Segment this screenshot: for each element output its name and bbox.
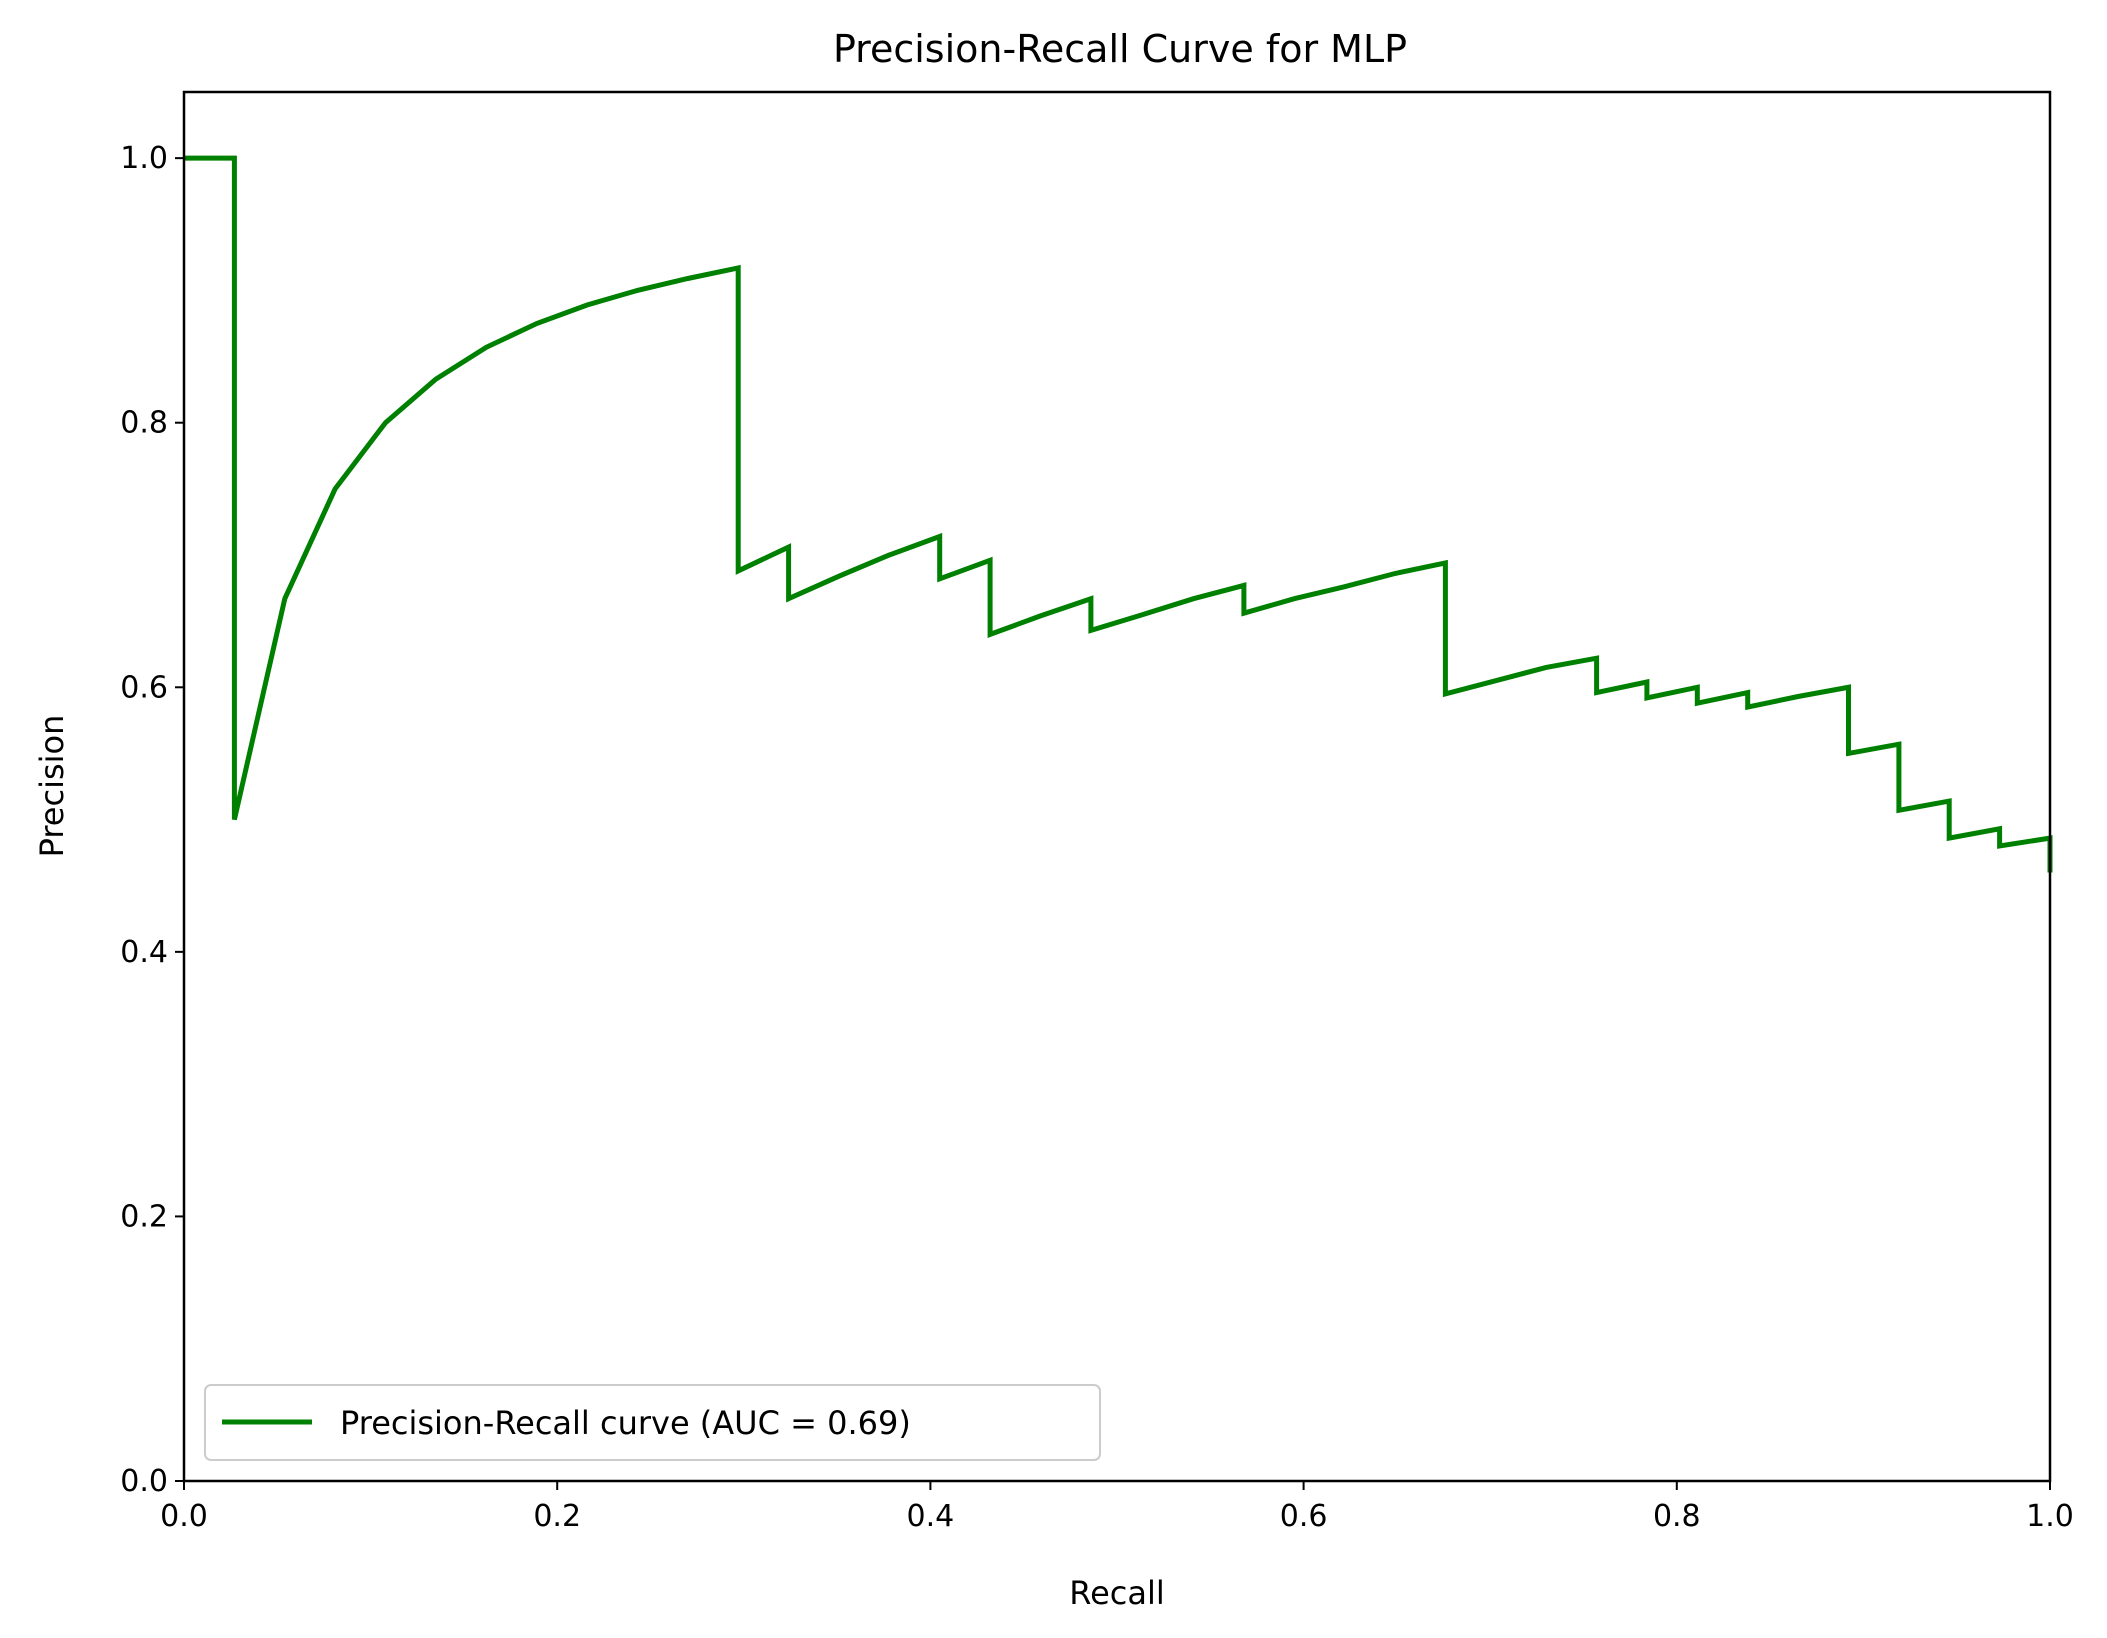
y-axis-ticks: 0.0 0.2 0.4 0.6 0.8 1.0 bbox=[120, 141, 184, 1499]
x-axis-label: Recall bbox=[1069, 1574, 1164, 1612]
y-tick-label: 0.4 bbox=[120, 935, 168, 970]
x-tick-label: 0.2 bbox=[533, 1499, 581, 1534]
precision-recall-line bbox=[184, 155, 2053, 873]
y-tick-label: 0.2 bbox=[120, 1199, 168, 1234]
legend-entry-label: Precision-Recall curve (AUC = 0.69) bbox=[340, 1404, 911, 1442]
x-axis-ticks: 0.0 0.2 0.4 0.6 0.8 1.0 bbox=[160, 1481, 2074, 1534]
legend: Precision-Recall curve (AUC = 0.69) bbox=[204, 1384, 1101, 1461]
y-tick-label: 0.0 bbox=[120, 1464, 168, 1499]
y-tick-label: 0.8 bbox=[120, 406, 168, 441]
x-tick-label: 0.6 bbox=[1280, 1499, 1328, 1534]
legend-box bbox=[204, 1384, 1101, 1461]
y-tick-label: 0.6 bbox=[120, 670, 168, 705]
y-axis-label: Precision bbox=[33, 715, 71, 858]
x-tick-label: 1.0 bbox=[2026, 1499, 2074, 1534]
x-tick-label: 0.8 bbox=[1653, 1499, 1701, 1534]
x-tick-label: 0.0 bbox=[160, 1499, 208, 1534]
plot-area-frame bbox=[182, 90, 2052, 1483]
y-tick-label: 1.0 bbox=[120, 141, 168, 176]
x-tick-label: 0.4 bbox=[907, 1499, 955, 1534]
series-layer bbox=[184, 155, 2053, 873]
chart-title: Precision-Recall Curve for MLP bbox=[833, 27, 1407, 71]
